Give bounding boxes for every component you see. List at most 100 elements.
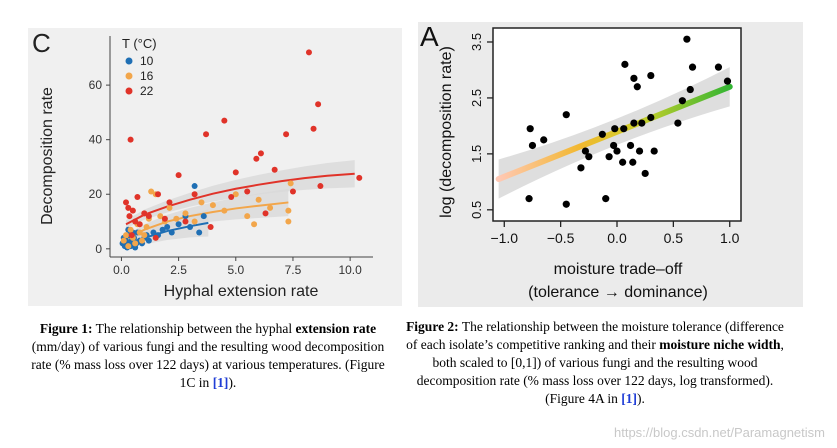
caption2-prefix: Figure 2: [406, 319, 459, 334]
left-point-16 [255, 196, 262, 203]
caption1-prefix: Figure 1: [39, 321, 93, 336]
left-point-10 [175, 221, 182, 228]
right-point [562, 111, 570, 119]
left-x-axis-label: Hyphal extension rate [164, 283, 319, 300]
left-point-22 [315, 101, 322, 108]
right-point [688, 63, 697, 71]
right-x-tick-label: 0.5 [664, 230, 684, 246]
left-point-22 [310, 125, 317, 132]
right-point [598, 130, 606, 138]
right-y-tick-label: 1.5 [469, 145, 484, 163]
legend-title: T (°C) [122, 36, 157, 51]
right-x-tick-label: −1.0 [490, 230, 518, 246]
left-y-tick-label: 60 [89, 78, 103, 92]
right-point [683, 35, 691, 43]
figure-2-caption: Figure 2: The relationship between the m… [400, 318, 790, 408]
left-point-16 [285, 218, 292, 225]
right-x-axis-sublabel: (tolerance → dominance) [528, 284, 708, 301]
left-point-22 [221, 117, 228, 124]
left-point-10 [200, 213, 207, 220]
right-point [585, 153, 593, 161]
left-point-22 [253, 155, 260, 162]
right-point [723, 77, 732, 85]
caption1-text-3: ). [228, 375, 237, 390]
left-point-22 [203, 131, 210, 138]
right-point [610, 141, 618, 150]
left-x-tick-label: 10.0 [338, 263, 362, 277]
left-point-22 [305, 49, 312, 56]
left-point-22 [271, 166, 278, 173]
right-x-tick-label: 1.0 [720, 230, 740, 246]
caption1-text-1: The relationship between the hyphal [92, 321, 296, 336]
left-point-22 [125, 204, 132, 211]
left-point-16 [232, 191, 239, 198]
right-x-tick-label: −0.5 [547, 230, 575, 246]
right-point [528, 141, 537, 150]
right-point [678, 97, 686, 105]
left-point-22 [155, 191, 162, 198]
right-y-axis-label: log (decomposition rate) [438, 46, 455, 218]
left-point-16 [157, 213, 164, 220]
left-point-16 [244, 213, 251, 220]
left-point-22 [191, 191, 198, 198]
legend-label-10: 10 [140, 54, 154, 68]
right-point [577, 164, 585, 172]
right-x-axis-label: moisture trade–off [554, 261, 683, 278]
left-point-16 [148, 188, 155, 195]
caption1-reference-link[interactable]: [1] [212, 375, 229, 390]
right-point [674, 119, 682, 127]
left-point-22 [356, 174, 363, 181]
left-point-10 [145, 237, 152, 244]
left-point-22 [123, 199, 130, 206]
left-point-22 [166, 199, 173, 206]
left-point-22 [134, 193, 141, 200]
left-point-16 [139, 237, 146, 244]
right-point [630, 119, 638, 127]
left-point-10 [187, 223, 194, 230]
left-point-16 [182, 210, 189, 217]
right-point [686, 85, 694, 94]
right-point [635, 147, 644, 155]
left-point-16 [125, 243, 132, 250]
right-y-tick-label: 2.5 [469, 89, 484, 107]
legend-label-22: 22 [140, 84, 154, 98]
left-point-22 [141, 210, 148, 217]
panel-label-a: A [420, 22, 439, 52]
caption2-text-3: ). [637, 391, 645, 406]
right-point [621, 60, 629, 68]
right-point [562, 200, 570, 208]
left-point-22 [232, 169, 239, 176]
left-x-tick-label: 7.5 [285, 263, 302, 277]
left-point-16 [287, 180, 294, 187]
left-point-16 [143, 223, 150, 230]
left-legend: T (°C) 10 16 22 [122, 36, 157, 98]
left-point-22 [257, 150, 264, 157]
panel-label-c: C [32, 28, 51, 58]
left-point-16 [173, 215, 180, 222]
left-point-16 [166, 204, 173, 211]
left-point-22 [132, 218, 139, 225]
caption2-bold: moisture niche width [659, 337, 781, 352]
left-point-10 [164, 223, 171, 230]
left-point-22 [136, 221, 143, 228]
left-point-16 [120, 237, 127, 244]
left-point-22 [145, 213, 152, 220]
legend-marker-16 [125, 72, 133, 80]
left-point-10 [196, 229, 203, 236]
caption2-text-1: The relationship between the moisture to… [406, 319, 784, 352]
chart-extension-vs-decomposition: C 0.0 2.5 5.0 7.5 10.0 0 20 40 60 Decomposition … [28, 28, 402, 306]
caption2-reference-link[interactable]: [1] [621, 391, 637, 406]
left-point-22 [128, 232, 135, 239]
left-point-22 [228, 193, 235, 200]
left-point-22 [161, 215, 168, 222]
right-point [629, 158, 637, 166]
legend-marker-10 [125, 57, 133, 65]
right-point [647, 71, 655, 80]
left-y-axis-label: Decomposition rate [39, 87, 56, 225]
right-point [611, 125, 619, 133]
right-point [605, 153, 613, 161]
right-point [525, 195, 533, 203]
right-point [630, 74, 638, 82]
left-x-tick-label: 2.5 [170, 263, 187, 277]
right-y-tick-label: 3.5 [469, 33, 484, 51]
